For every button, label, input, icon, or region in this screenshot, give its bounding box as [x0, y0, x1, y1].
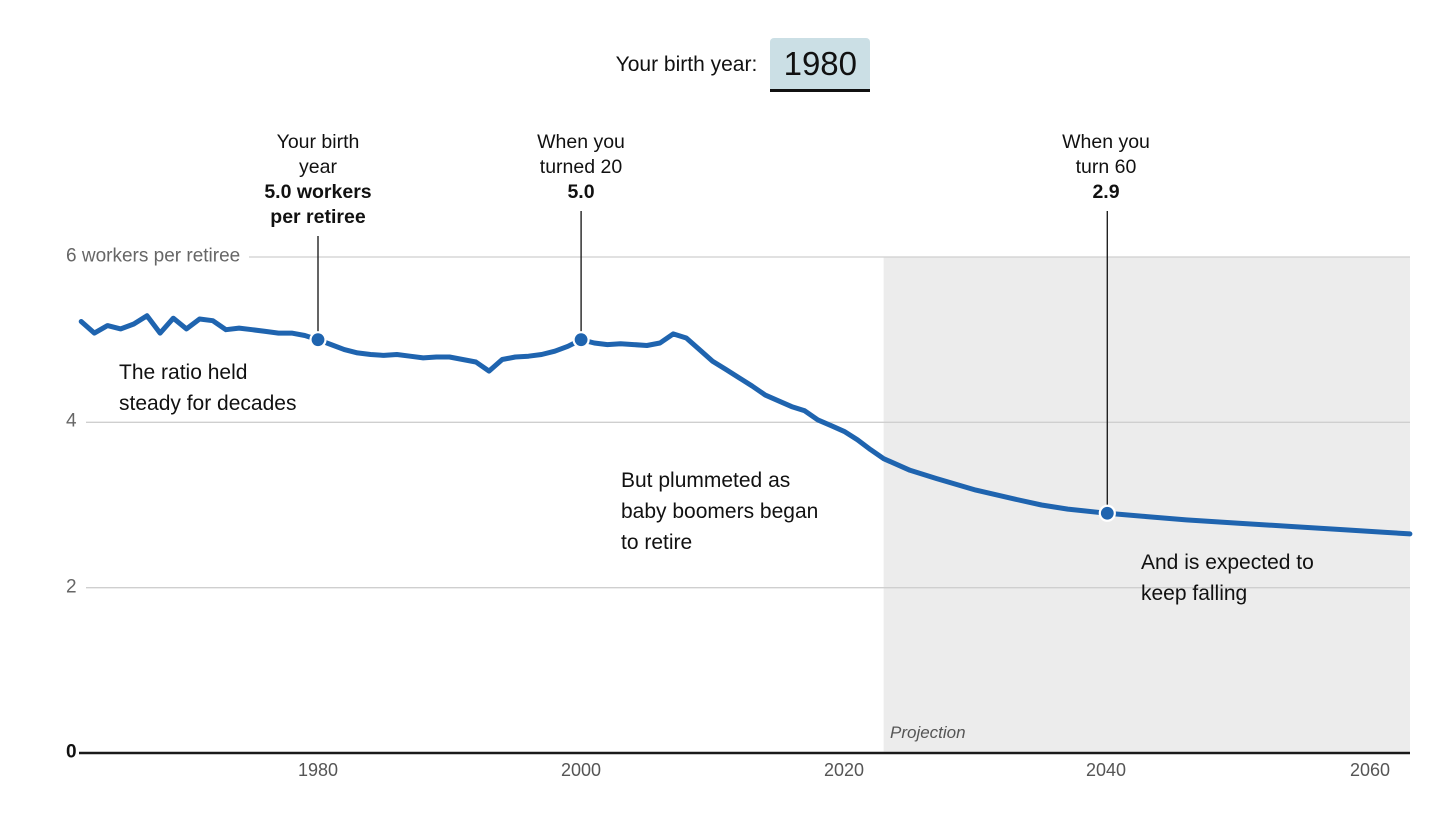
commentary-held-steady: The ratio held steady for decades — [119, 361, 297, 415]
xtick-2060: 2060 — [1349, 760, 1391, 780]
xtick-2000: 2000 — [560, 760, 602, 780]
annotation-birth-year-label: Your birth year — [276, 131, 360, 178]
annotation-turned-20: When you turned 20 5.0 — [471, 130, 691, 205]
ytick-0: 0 — [66, 741, 77, 763]
commentary-keep-falling: And is expected to keep falling — [1141, 551, 1314, 605]
annotation-turned-20-value: 5.0 — [567, 181, 595, 203]
annotation-turned-20-label: When you turned 20 — [537, 131, 625, 178]
birth-year-label: Your birth year: — [615, 53, 758, 76]
ytick-2: 2 — [66, 576, 86, 599]
ytick-6: 6 workers per retiree — [66, 245, 250, 268]
xtick-1980: 1980 — [297, 760, 339, 780]
marker-dot-1980 — [309, 331, 327, 349]
xtick-2040: 2040 — [1085, 760, 1127, 780]
xtick-2020: 2020 — [823, 760, 865, 780]
annotation-birth-year: Your birth year 5.0 workers per retiree — [208, 130, 428, 230]
projection-region — [883, 256, 1410, 752]
annotation-turn-60-label: When you turn 60 — [1062, 131, 1150, 178]
annotation-turn-60: When you turn 60 2.9 — [996, 130, 1216, 205]
annotation-birth-year-value: 5.0 workers per retiree — [264, 181, 372, 228]
marker-dot-2040 — [1098, 504, 1116, 522]
ytick-4: 4 — [66, 410, 86, 433]
birth-year-control: Your birth year: — [15, 38, 1456, 92]
annotation-turn-60-value: 2.9 — [1092, 181, 1120, 203]
marker-dot-2000 — [572, 331, 590, 349]
commentary-plummeted: But plummeted as baby boomers began to r… — [621, 469, 819, 554]
birth-year-input[interactable] — [770, 38, 871, 92]
projection-label: Projection — [890, 723, 966, 742]
